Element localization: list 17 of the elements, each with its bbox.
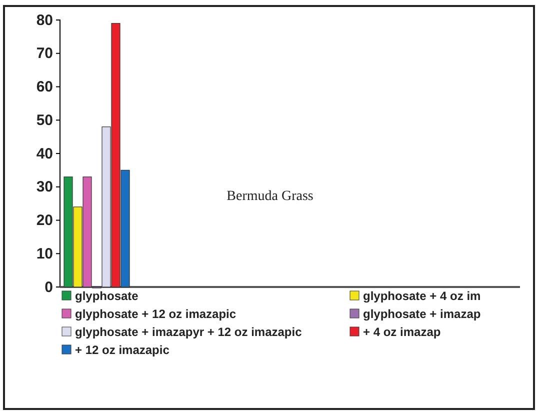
y-tick-label: 30 [36,178,53,196]
legend-label: glyphosate + imazapyr + 12 oz imazapic [75,325,302,339]
y-tick-label: 20 [36,212,53,230]
y-tick-label: 40 [36,145,53,162]
legend-label: glyphosate + imazap [363,307,481,321]
legend-label: + 12 oz imazapic [75,343,170,357]
y-tick-label: 80 [36,12,53,29]
legend-label: + 4 oz imazap [363,325,441,339]
y-tick-label: 0 [44,278,53,296]
legend-label: glyphosate [75,289,139,303]
y-tick-label: 50 [36,112,53,129]
y-tick-label: 10 [36,245,53,262]
text: Bermuda Grass [226,189,314,204]
legend-label: glyphosate + 12 oz imazapic [75,307,236,321]
y-tick-label: 60 [36,78,53,96]
legend-label: glyphosate + 4 oz im [363,289,481,303]
y-tick-label: 70 [36,45,53,62]
